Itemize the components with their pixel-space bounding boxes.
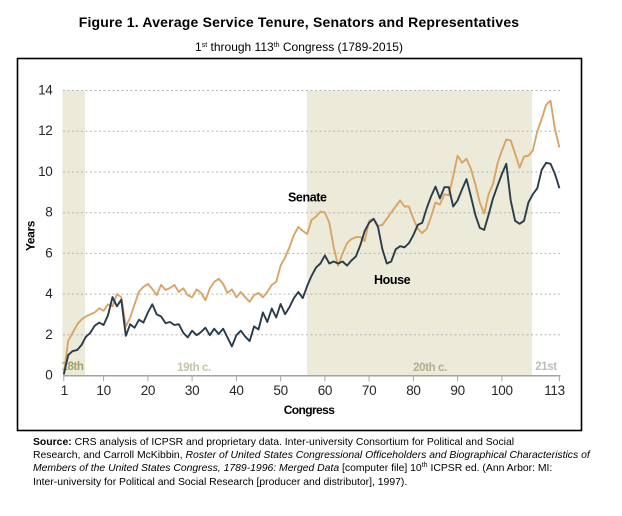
svg-text:90: 90 <box>450 383 464 398</box>
svg-text:Years: Years <box>24 220 38 251</box>
svg-text:4: 4 <box>45 286 53 301</box>
svg-text:19th c.: 19th c. <box>177 362 211 374</box>
svg-text:100: 100 <box>491 383 513 398</box>
svg-text:80: 80 <box>406 383 420 398</box>
svg-text:1: 1 <box>61 383 68 398</box>
svg-text:10: 10 <box>38 164 52 179</box>
svg-text:18th: 18th <box>62 361 84 373</box>
svg-text:20: 20 <box>141 383 155 398</box>
svg-text:50: 50 <box>273 383 287 398</box>
svg-text:20th c.: 20th c. <box>413 362 447 374</box>
svg-text:40: 40 <box>229 383 243 398</box>
svg-text:113: 113 <box>544 383 565 398</box>
svg-text:60: 60 <box>318 383 332 398</box>
svg-text:6: 6 <box>45 245 52 260</box>
svg-text:2: 2 <box>45 327 52 342</box>
svg-text:Senate: Senate <box>288 191 327 205</box>
svg-text:12: 12 <box>38 123 52 138</box>
svg-text:House: House <box>374 273 411 287</box>
svg-text:8: 8 <box>45 205 52 220</box>
svg-text:0: 0 <box>45 368 52 383</box>
svg-text:Congress: Congress <box>284 403 335 417</box>
svg-text:14: 14 <box>38 83 53 98</box>
svg-text:21st: 21st <box>535 361 557 373</box>
svg-text:30: 30 <box>185 383 199 398</box>
svg-text:70: 70 <box>362 383 376 398</box>
svg-text:10: 10 <box>96 383 110 398</box>
